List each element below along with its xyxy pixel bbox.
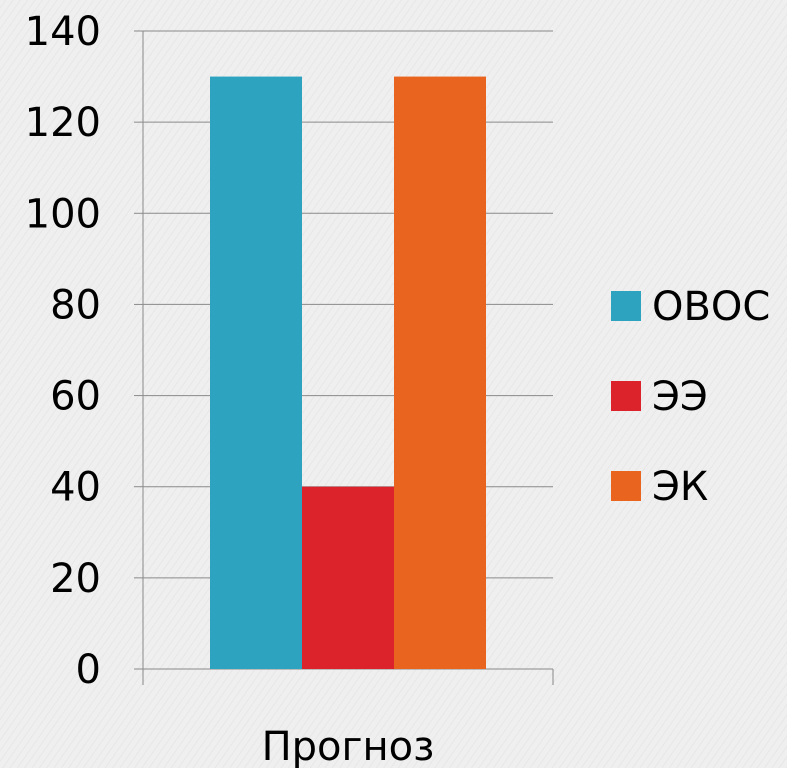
y-axis-tick-labels: 0 20 40 60 80 100 120 140 [25, 9, 101, 693]
y-tick-label: 120 [25, 100, 101, 146]
legend-swatch [611, 471, 641, 501]
y-tick-label: 20 [50, 556, 101, 602]
y-tick-label: 80 [50, 282, 101, 328]
category-label: Прогноз [262, 724, 435, 768]
y-tick-label: 140 [25, 9, 101, 55]
y-tick-label: 60 [50, 374, 101, 420]
bar-3 [394, 76, 486, 670]
legend-swatch [611, 291, 641, 321]
legend-swatch [611, 381, 641, 411]
bar-1 [210, 76, 302, 670]
bar-2 [302, 486, 394, 669]
y-tick-label: 100 [25, 191, 101, 237]
legend-label: ОВОС [652, 284, 770, 330]
legend-label: ЭК [652, 464, 708, 510]
legend: ОВОС ЭЭ ЭК [611, 284, 770, 510]
y-tick-label: 0 [76, 647, 101, 693]
bars [210, 76, 486, 670]
y-tick-label: 40 [50, 465, 101, 511]
legend-label: ЭЭ [652, 374, 708, 420]
x-axis-category-labels: Прогноз [262, 724, 435, 768]
